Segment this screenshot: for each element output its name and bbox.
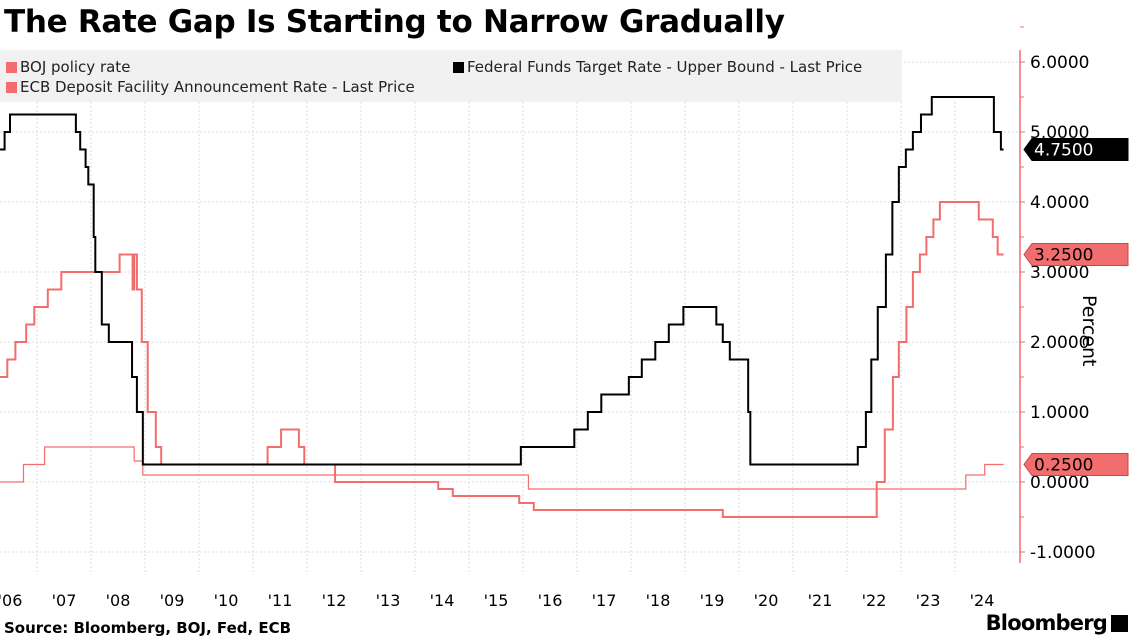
x-tick-label: '11 [268,591,293,610]
source-note: Source: Bloomberg, BOJ, Fed, ECB [4,619,292,637]
x-tick-label: '14 [430,591,455,610]
legend-swatch-ecb [6,81,17,93]
y-tick-label: 0.0000 [1030,473,1089,493]
brand-text: Bloomberg [985,611,1108,635]
series-line-boj [0,446,1004,490]
legend: BOJ policy rate ECB Deposit Facility Ann… [0,50,902,102]
chart-title: The Rate Gap Is Starting to Narrow Gradu… [4,4,785,40]
x-tick-label: '18 [646,591,671,610]
legend-swatch-fed [453,61,464,73]
bloomberg-chart-icon [1111,614,1128,632]
x-tick-label: '12 [322,591,347,610]
x-tick-label: '16 [538,591,563,610]
legend-item-ecb: ECB Deposit Facility Announcement Rate -… [6,78,415,96]
x-tick-label: '07 [52,591,77,610]
x-tick-label: '08 [106,591,131,610]
last-value-label: 3.2500 [1034,246,1093,266]
last-value-tag [1023,453,1129,476]
last-value-tag [1023,138,1129,161]
y-tick-label: 2.0000 [1030,333,1089,353]
y-tick-label: 6.0000 [1030,53,1089,73]
legend-label-ecb: ECB Deposit Facility Announcement Rate -… [20,78,415,96]
legend-label-fed: Federal Funds Target Rate - Upper Bound … [467,58,863,76]
last-value-label: 0.2500 [1034,456,1093,476]
x-tick-label: '21 [808,591,833,610]
legend-swatch-boj [6,61,17,73]
bloomberg-logo: Bloomberg [986,611,1128,635]
x-tick-label: '22 [862,591,887,610]
series-line-fed [0,96,1004,466]
x-tick-label: '24 [970,591,995,610]
x-tick-label: '20 [754,591,779,610]
y-tick-label: -1.0000 [1030,543,1096,563]
legend-item-fed: Federal Funds Target Rate - Upper Bound … [453,58,862,76]
x-tick-label: '17 [592,591,617,610]
x-tick-label: '13 [376,591,401,610]
x-tick-label: '19 [700,591,725,610]
series-line-ecb [0,201,1004,518]
x-tick-label: '23 [916,591,941,610]
y-tick-label: 3.0000 [1030,263,1089,283]
legend-label-boj: BOJ policy rate [20,58,131,76]
last-value-label: 4.7500 [1034,141,1093,161]
legend-item-boj: BOJ policy rate [6,58,130,76]
y-tick-label: 1.0000 [1030,403,1089,423]
y-tick-label: 4.0000 [1030,193,1089,213]
x-tick-label: '15 [484,591,509,610]
x-tick-label: '09 [160,591,185,610]
last-value-tag [1023,243,1129,266]
y-axis-label: Percent [1078,295,1100,367]
x-tick-label: '06 [0,591,22,610]
x-tick-label: '10 [214,591,239,610]
